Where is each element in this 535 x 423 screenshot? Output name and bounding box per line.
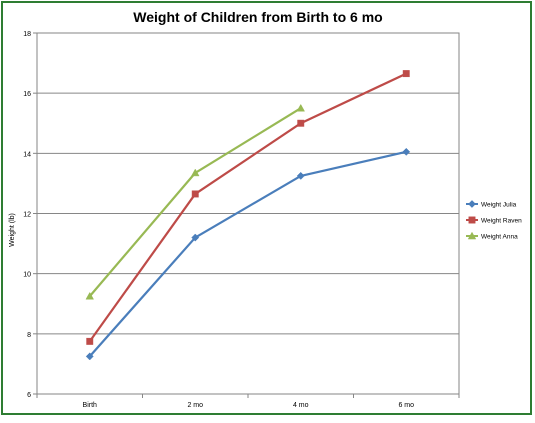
legend-item: Weight Raven (466, 216, 522, 225)
data-point (85, 291, 94, 300)
y-tick-label: 12 (23, 212, 31, 219)
y-axis: 6 8 10 12 14 16 18 (23, 31, 37, 399)
data-point (191, 168, 200, 177)
y-tick-label: 10 (23, 272, 31, 279)
series-line (88, 72, 407, 342)
x-tick-label: 2 mo (187, 402, 203, 409)
x-tick-label: 6 mo (398, 402, 414, 409)
series-weight-raven (86, 70, 410, 345)
y-axis-label: Weight (lb) (9, 213, 16, 247)
x-tick-label: Birth (83, 402, 98, 409)
x-axis: Birth 2 mo 4 mo 6 mo (36, 394, 460, 409)
x-tick-label: 4 mo (293, 402, 309, 409)
plot-area (36, 32, 460, 395)
data-point (296, 171, 305, 180)
legend-label: Weight Raven (481, 218, 522, 225)
series-layer (85, 70, 411, 361)
legend-marker (468, 200, 476, 208)
data-point (297, 119, 305, 127)
data-point (402, 70, 410, 78)
chart-title: Weight of Children from Birth to 6 mo (133, 9, 382, 25)
legend-marker (468, 216, 476, 224)
data-point (296, 103, 305, 112)
series-line (88, 150, 407, 358)
series-weight-julia (85, 147, 411, 361)
data-point (86, 337, 94, 345)
legend-marker (467, 231, 477, 240)
y-tick-label: 6 (27, 392, 31, 399)
data-point (402, 147, 411, 156)
legend-label: Weight Anna (481, 234, 518, 241)
y-tick-label: 18 (23, 31, 31, 38)
series-weight-anna (85, 103, 305, 300)
data-point (191, 190, 199, 198)
data-point (191, 233, 200, 242)
y-tick-label: 14 (23, 151, 31, 158)
legend-item: Weight Julia (466, 200, 517, 209)
data-point (85, 352, 94, 361)
y-tick-label: 8 (27, 332, 31, 339)
legend-item: Weight Anna (466, 231, 518, 241)
y-tick-label: 16 (23, 91, 31, 98)
legend-label: Weight Julia (481, 202, 517, 209)
legend: Weight Julia Weight Raven Weight Anna (466, 200, 522, 241)
